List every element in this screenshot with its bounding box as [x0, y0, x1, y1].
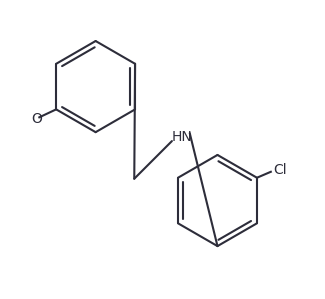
Text: HN: HN	[172, 130, 192, 144]
Text: O: O	[31, 112, 42, 126]
Text: Cl: Cl	[273, 163, 286, 177]
